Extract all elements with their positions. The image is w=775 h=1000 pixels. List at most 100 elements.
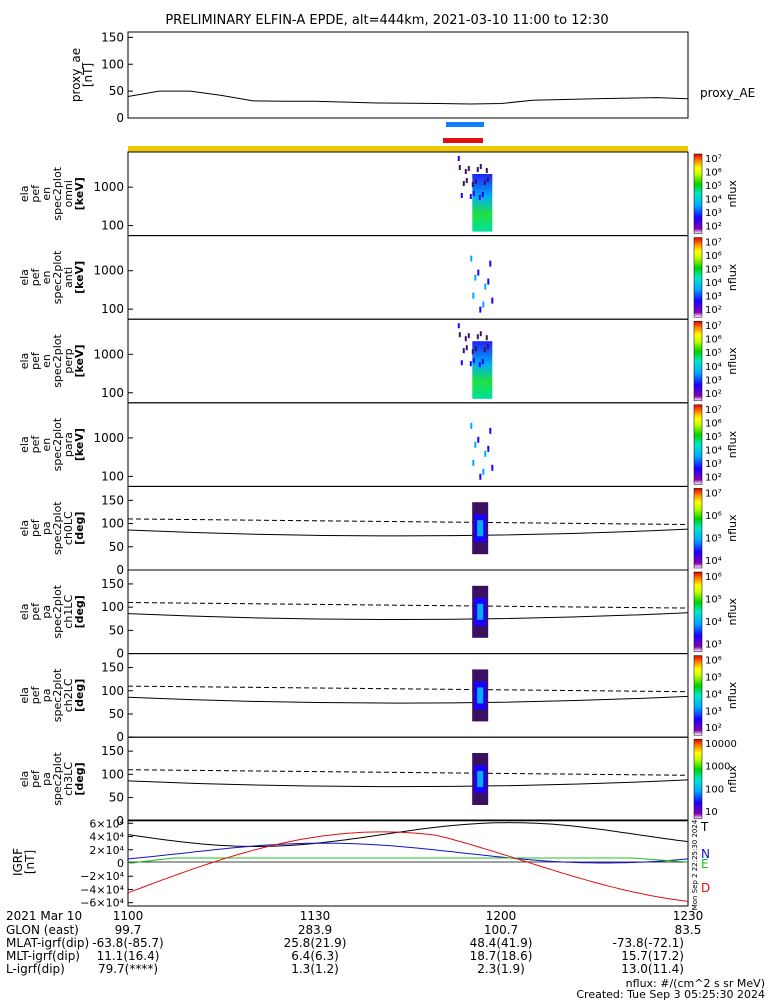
- spectrum-speck: [474, 274, 477, 281]
- spectrum-speck: [478, 195, 481, 200]
- colorbar-tick: 10⁵: [705, 348, 722, 359]
- colorbar-tick: 10³: [705, 208, 722, 219]
- ylabel-line: pa: [40, 605, 53, 619]
- colorbar-title-text: nflux: [726, 347, 739, 375]
- ae-panel: 150 100 50 0 proxy_AE proxy_ae [nT]: [69, 30, 755, 125]
- ytick-label: 50: [109, 623, 124, 637]
- spectrum-speck: [467, 333, 470, 339]
- ylabel-line: ela: [18, 687, 31, 704]
- spectrum-speck: [472, 459, 475, 466]
- ytick-label: 100: [101, 386, 124, 400]
- panel-frame: [127, 569, 689, 655]
- colorbar: [693, 488, 703, 569]
- mlat-value: -73.8(-72.1): [613, 936, 684, 950]
- spectrum-speck: [487, 445, 490, 452]
- ylabel-line: para: [62, 432, 75, 457]
- time-tick: 1100: [113, 909, 144, 923]
- ytick-label: 50: [109, 540, 124, 554]
- colorbar-title: nflux: [726, 347, 739, 375]
- colorbar-tick: 10⁵: [705, 673, 722, 684]
- spectrum-speck: [477, 269, 480, 276]
- igrf-legend-N: N: [701, 847, 710, 861]
- ylabel-line: perp: [62, 348, 75, 373]
- spectrum-speck: [476, 167, 479, 172]
- igrf-legend-E: E: [701, 857, 709, 871]
- colorbar-tick: 10⁷: [705, 488, 722, 499]
- colorbar-title-text: nflux: [726, 430, 739, 458]
- ylabel-line: spec2plot: [51, 584, 64, 638]
- blue-bar: [446, 122, 484, 127]
- spectrum-speck: [458, 165, 461, 170]
- colorbar: [693, 237, 703, 318]
- ylabel-line: pef: [29, 435, 42, 454]
- spectrum-speck: [489, 260, 492, 267]
- spectrum-speck: [486, 344, 489, 350]
- ytick-label: 100: [101, 684, 124, 698]
- ylabel-line: [deg]: [73, 512, 86, 545]
- ytick-label: 100: [101, 469, 124, 483]
- ytick-label: 150: [101, 577, 124, 591]
- spectrum-speck: [457, 323, 460, 329]
- spectrum-speck: [472, 191, 475, 196]
- colorbar-tick: 10⁶: [705, 572, 722, 583]
- spectrum-speck: [464, 336, 467, 342]
- spectrum-patch: [472, 341, 493, 399]
- panel-frame: [127, 653, 689, 738]
- row-label-mlat: MLAT-igrf(dip): [6, 936, 89, 950]
- mlat-value: -63.8(-85.7): [92, 936, 163, 950]
- ylabel-line: [keV]: [73, 344, 86, 377]
- spectrum-speck: [471, 182, 474, 187]
- colorbar-tick: 1000: [705, 762, 730, 773]
- spectrum-speck: [458, 332, 461, 338]
- ytick-label: 50: [109, 791, 124, 805]
- ylabel-line: ch3LC: [62, 762, 75, 796]
- panel-frame: [127, 151, 689, 237]
- colorbar-title-text: nflux: [726, 263, 739, 291]
- ae-ylabel-1: proxy_ae: [69, 48, 83, 102]
- igrf-ytick-label: −4×10⁴: [80, 883, 124, 896]
- ylabel-line: spec2plot: [51, 166, 64, 220]
- colorbar-tick: 10⁴: [705, 617, 722, 628]
- spectrum-speck: [491, 297, 494, 304]
- spectrum-speck: [470, 422, 473, 429]
- row-label-l: L-igrf(dip): [6, 962, 65, 976]
- colorbar-tick: 10³: [705, 640, 722, 651]
- colorbar-tick: 10⁶: [705, 251, 722, 262]
- igrf-ytick-label: 4×10⁴: [89, 831, 124, 844]
- nflux-note: nflux: #/(cm^2 s sr MeV): [626, 977, 765, 990]
- ylabel-line: en: [40, 187, 53, 201]
- colorbar-tick: 10⁵: [705, 432, 722, 443]
- ylabel-line: pef: [29, 351, 42, 370]
- time-tick: 1130: [300, 909, 331, 923]
- loss-cone-solid: [127, 695, 689, 704]
- ytick-label: 1000: [93, 180, 124, 194]
- pa-patch-core: [477, 520, 484, 537]
- ylabel-line: [keV]: [73, 428, 86, 461]
- colorbar-tick: 10⁶: [705, 168, 722, 179]
- spectrum-speck: [479, 473, 482, 480]
- mlt-value: 15.7(17.2): [621, 949, 684, 963]
- ylabel-line: ela: [18, 269, 31, 286]
- mlat-value: 48.4(41.9): [470, 936, 533, 950]
- pa-patch-core: [477, 687, 484, 704]
- spectrum-speck: [489, 427, 492, 434]
- spectrum-speck: [470, 255, 473, 262]
- spectrum-speck: [460, 193, 463, 198]
- igrf-legend-D: D: [701, 881, 710, 895]
- colorbar: [693, 404, 703, 485]
- spectrum-speck: [491, 464, 494, 471]
- ylabel-line: pef: [29, 685, 42, 704]
- ytick-label: 150: [101, 661, 124, 675]
- colorbar-title: nflux: [726, 180, 739, 208]
- spectrum-speck: [469, 194, 472, 199]
- spectrum-speck: [483, 180, 486, 185]
